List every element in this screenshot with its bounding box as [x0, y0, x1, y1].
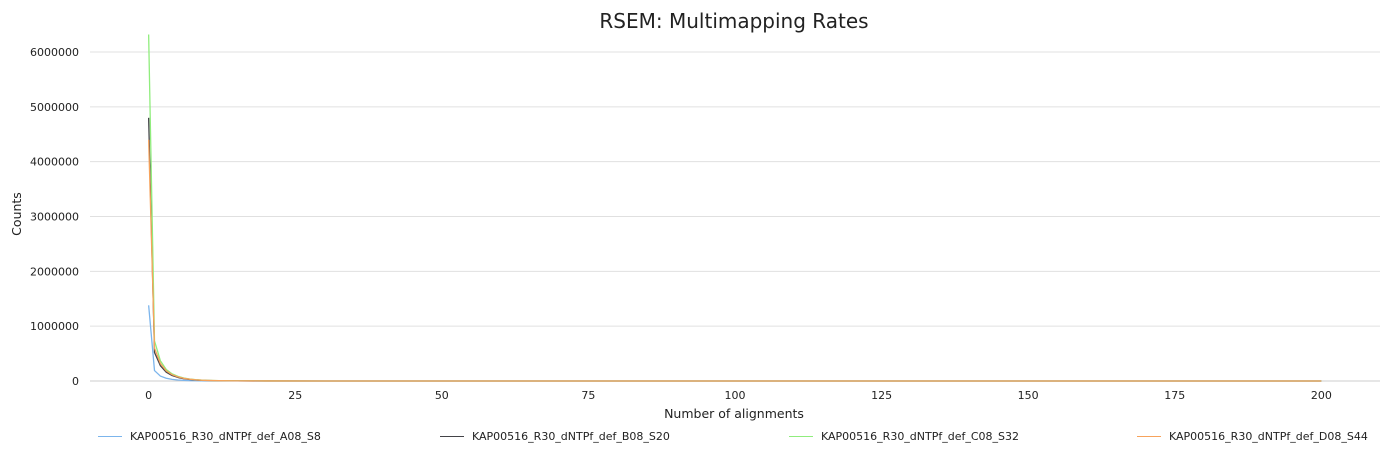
legend-item[interactable]: KAP00516_R30_dNTPf_def_C08_S32	[789, 430, 1019, 443]
x-tick-label: 0	[145, 389, 152, 402]
legend-swatch	[1137, 436, 1161, 437]
series-line	[147, 34, 1322, 382]
legend-item[interactable]: KAP00516_R30_dNTPf_def_D08_S44	[1137, 430, 1368, 443]
legend-label: KAP00516_R30_dNTPf_def_D08_S44	[1169, 430, 1368, 443]
legend-item[interactable]: KAP00516_R30_dNTPf_def_A08_S8	[98, 430, 321, 443]
x-axis-ticks: 0 25 50 75 100 125 150 175 200	[145, 389, 1332, 402]
y-axis-label: Counts	[9, 192, 24, 236]
y-tick-label: 0	[72, 375, 79, 388]
series-line	[147, 139, 1322, 382]
legend-item[interactable]: KAP00516_R30_dNTPf_def_B08_S20	[440, 430, 670, 443]
legend-swatch	[98, 436, 122, 437]
x-tick-label: 100	[725, 389, 746, 402]
legend-swatch	[789, 436, 813, 437]
x-tick-label: 75	[581, 389, 595, 402]
legend-swatch	[440, 436, 464, 437]
x-tick-label: 25	[288, 389, 302, 402]
series-lines	[147, 34, 1322, 382]
series-line	[147, 305, 1322, 382]
y-tick-label: 6000000	[30, 46, 79, 59]
x-tick-label: 125	[871, 389, 892, 402]
chart: RSEM: Multimapping Rates 0 1000000 2000000…	[9, 9, 1380, 421]
y-tick-label: 3000000	[30, 211, 79, 224]
x-tick-label: 200	[1311, 389, 1332, 402]
chart-title: RSEM: Multimapping Rates	[599, 9, 868, 33]
y-tick-label: 2000000	[30, 265, 79, 278]
y-tick-label: 5000000	[30, 101, 79, 114]
legend-label: KAP00516_R30_dNTPf_def_A08_S8	[130, 430, 321, 443]
y-tick-label: 4000000	[30, 156, 79, 169]
y-tick-label: 1000000	[30, 320, 79, 333]
y-axis-ticks: 0 1000000 2000000 3000000 4000000 5000000 6000…	[30, 46, 79, 388]
grid	[90, 51, 1380, 382]
legend: KAP00516_R30_dNTPf_def_A08_S8 KAP00516_R3…	[0, 430, 1389, 450]
legend-label: KAP00516_R30_dNTPf_def_C08_S32	[821, 430, 1020, 443]
legend-label: KAP00516_R30_dNTPf_def_B08_S20	[472, 430, 670, 443]
x-tick-label: 50	[435, 389, 449, 402]
series-line	[147, 117, 1322, 382]
x-tick-label: 150	[1018, 389, 1039, 402]
x-axis-label: Number of alignments	[664, 406, 804, 421]
x-tick-label: 175	[1164, 389, 1185, 402]
